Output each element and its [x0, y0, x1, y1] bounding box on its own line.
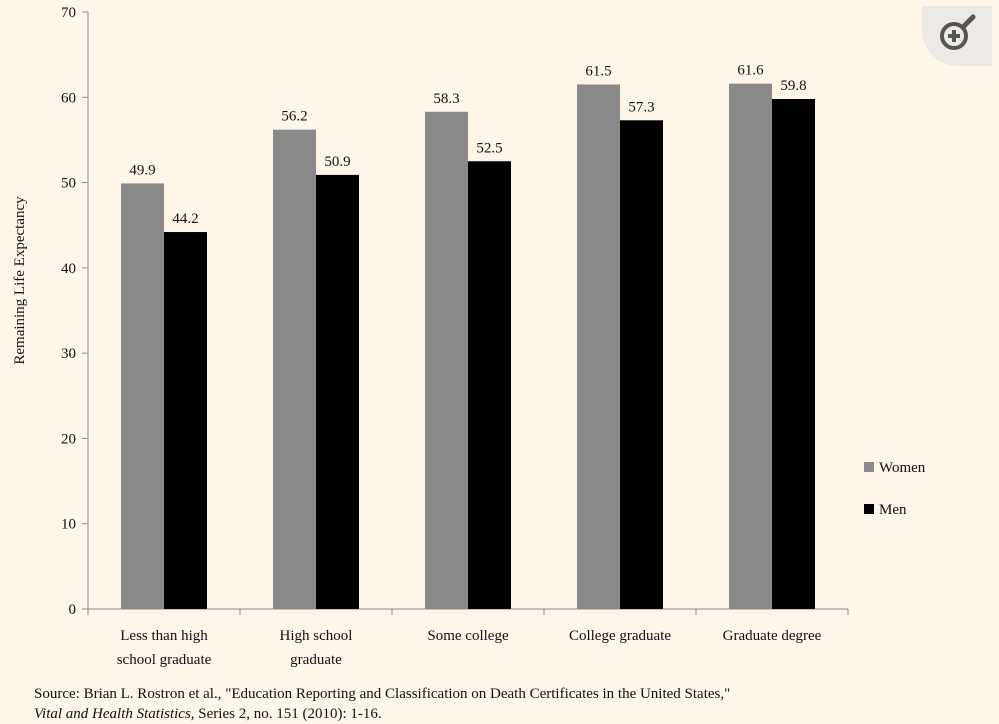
- data-label-women: 61.5: [585, 63, 611, 79]
- zoom-button[interactable]: [922, 6, 992, 66]
- bar-women: [577, 84, 620, 609]
- x-category-label: Graduate degree: [723, 628, 822, 644]
- x-category-label: school graduate: [117, 652, 212, 668]
- y-tick-label: 30: [61, 346, 76, 362]
- x-category-label: Some college: [427, 628, 509, 644]
- legend-swatch-men: [864, 504, 874, 514]
- y-tick-label: 10: [61, 517, 76, 533]
- data-label-men: 59.8: [780, 78, 806, 94]
- y-tick-label: 70: [61, 5, 76, 21]
- source-citation: Source: Brian L. Rostron et al., "Educat…: [34, 684, 994, 724]
- bar-men: [164, 232, 207, 609]
- data-label-men: 52.5: [476, 140, 502, 156]
- bar-men: [468, 161, 511, 609]
- x-category-label: graduate: [290, 652, 342, 668]
- bar-women: [121, 183, 164, 609]
- zoom-in-icon: [940, 14, 976, 50]
- source-journal: Vital and Health Statistics: [34, 706, 191, 722]
- bar-men: [772, 98, 815, 610]
- y-tick-label: 60: [61, 90, 76, 106]
- y-axis-title: Remaining Life Expectancy: [12, 196, 28, 365]
- bar-women: [273, 129, 316, 610]
- source-line-1: Source: Brian L. Rostron et al., "Educat…: [34, 686, 731, 702]
- y-tick-label: 20: [61, 431, 76, 447]
- bar-women: [425, 111, 468, 609]
- data-label-women: 49.9: [129, 162, 155, 178]
- legend-swatch-women: [864, 462, 874, 472]
- data-label-men: 57.3: [628, 99, 654, 115]
- source-details: , Series 2, no. 151 (2010): 1-16.: [190, 706, 382, 722]
- data-label-men: 44.2: [172, 211, 198, 227]
- x-category-label: College graduate: [569, 628, 671, 644]
- legend-label-women: Women: [879, 460, 926, 476]
- data-label-women: 56.2: [281, 109, 307, 125]
- bar-women: [729, 83, 772, 609]
- data-label-men: 50.9: [324, 154, 350, 170]
- bar-men: [620, 120, 663, 609]
- data-label-women: 58.3: [433, 91, 459, 107]
- y-tick-label: 0: [69, 602, 77, 618]
- legend-label-men: Men: [879, 502, 907, 518]
- x-category-label: Less than high: [120, 628, 208, 644]
- bar-men: [316, 174, 359, 609]
- y-tick-label: 50: [61, 176, 76, 192]
- source-line-2: Vital and Health Statistics, Series 2, n…: [34, 704, 994, 724]
- y-tick-label: 40: [61, 261, 76, 277]
- data-label-women: 61.6: [737, 63, 764, 79]
- x-category-label: High school: [280, 628, 353, 644]
